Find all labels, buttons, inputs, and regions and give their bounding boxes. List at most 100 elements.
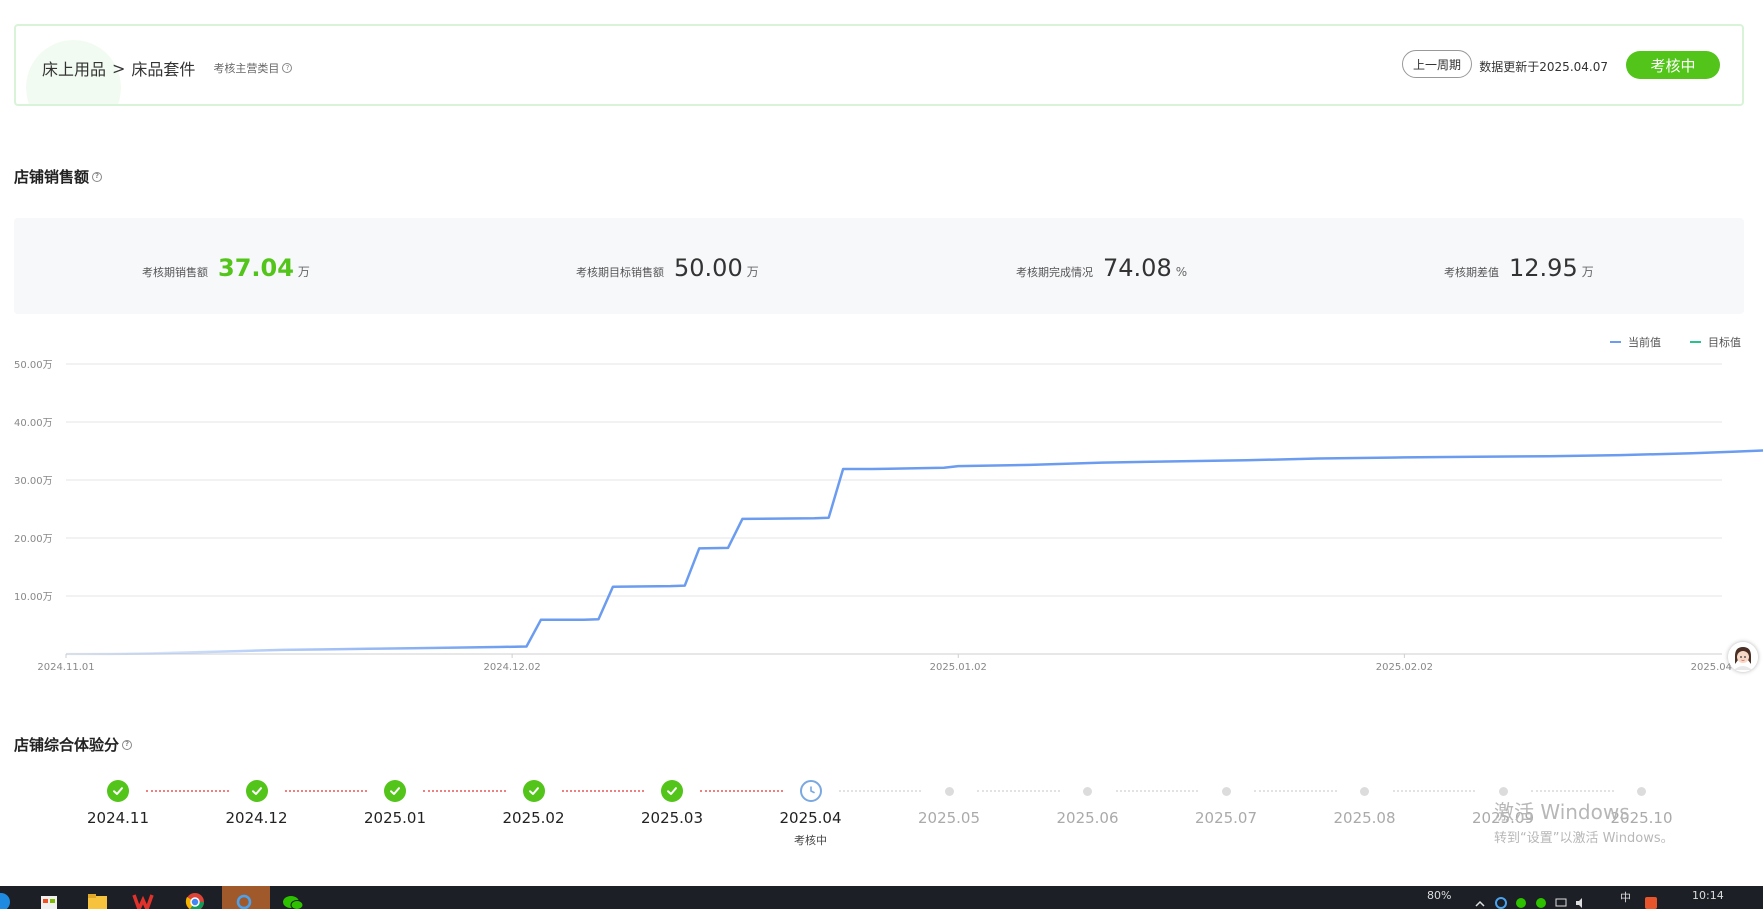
pending-dot-icon [1492, 780, 1514, 802]
stat-value: 12.95 [1509, 254, 1578, 282]
help-icon[interactable]: ? [282, 63, 293, 73]
store-icon[interactable] [38, 890, 60, 909]
help-icon[interactable]: ? [122, 739, 133, 750]
pending-dot-icon [1215, 780, 1237, 802]
wechat-icon[interactable] [282, 890, 304, 909]
sales-stats-panel: 考核期销售额 37.04 万 考核期目标销售额 50.00 万 考核期完成情况 … [14, 218, 1744, 314]
ime-indicator[interactable]: 中 [1620, 891, 1631, 904]
clock-icon [799, 780, 822, 802]
timeline-connector [977, 790, 1060, 792]
chart-x-axis: 2024.11.01 2024.12.02 2025.01.02 2025.02.02… [37, 654, 1732, 673]
y-tick-label: 40.00万 [14, 418, 53, 429]
series-current-line[interactable] [66, 439, 1763, 656]
legend-target-label[interactable]: 目标值 [1708, 335, 1741, 349]
timeline-connector [423, 790, 506, 792]
stat-value: 37.04 [218, 254, 294, 282]
x-tick-label: 2025.01.02 [930, 662, 987, 673]
pending-dot-icon [1077, 780, 1099, 802]
check-icon [384, 780, 406, 802]
timeline-node[interactable]: 2024.11 [58, 780, 178, 827]
wechat-tray-icon[interactable] [1515, 894, 1527, 908]
stat-completion: 考核期完成情况 74.08 % [1016, 254, 1187, 282]
timeline-node[interactable]: 2025.08 [1305, 780, 1425, 827]
timeline-node[interactable]: 2025.01 [335, 780, 455, 827]
timeline-month-label: 2025.07 [1194, 809, 1258, 827]
clock-time[interactable]: 10:14 [1692, 889, 1724, 902]
timeline-node[interactable]: 2025.05 [889, 780, 1009, 827]
stat-value: 74.08 [1103, 254, 1172, 282]
stat-label: 考核期目标销售额 [576, 266, 664, 279]
status-badge[interactable]: 考核中 [1626, 51, 1720, 79]
y-tick-label: 10.00万 [14, 592, 53, 603]
stat-label: 考核期销售额 [142, 266, 208, 279]
timeline-node[interactable]: 2025.07 [1166, 780, 1286, 827]
experience-section-title: 店铺综合体验分 ? [14, 734, 133, 755]
timeline-node[interactable]: 2024.12 [197, 780, 317, 827]
experience-timeline: 2024.11 2024.12 2025.01 2025.02 2025.03 2025.… [0, 780, 1763, 860]
timeline-connector [561, 790, 644, 792]
battery-percent[interactable]: 80% [1427, 889, 1452, 902]
wechat-tray-icon-2[interactable] [1535, 894, 1547, 908]
pending-dot-icon [938, 780, 960, 802]
timeline-month-label: 2024.12 [225, 809, 288, 827]
chevron-up-icon[interactable] [1474, 894, 1486, 907]
avatar-icon [1728, 642, 1758, 672]
stat-unit: % [1175, 265, 1188, 279]
legend-current-label[interactable]: 当前值 [1628, 335, 1661, 349]
timeline-node[interactable]: 2025.03 [612, 780, 732, 827]
breadcrumb-item-bedding[interactable]: 床上用品 [42, 60, 107, 79]
timeline-node[interactable]: 2025.09 [1443, 780, 1563, 827]
stat-label: 考核期完成情况 [1016, 266, 1093, 279]
windows-taskbar: 80% 中 10:14 [0, 886, 1763, 909]
timeline-month-label: 2025.09 [1471, 809, 1535, 827]
search-app-icon[interactable] [234, 890, 256, 909]
tray-app-icon[interactable] [1495, 894, 1507, 909]
main-category-label: 考核主营类目 [213, 62, 280, 75]
timeline-status-label: 考核中 [794, 834, 827, 847]
x-tick-label: 2024.12.02 [483, 662, 540, 673]
y-tick-label: 30.00万 [14, 476, 53, 487]
timeline-connector [1531, 790, 1614, 792]
stat-unit: 万 [1581, 265, 1594, 279]
timeline-connector [838, 790, 921, 792]
check-icon [245, 780, 268, 802]
stat-period-sales: 考核期销售额 37.04 万 [142, 254, 310, 282]
sales-section-title: 店铺销售额 ? [14, 166, 103, 187]
timeline-month-label: 2025.08 [1333, 809, 1396, 827]
timeline-node[interactable]: 2025.10 [1582, 780, 1702, 827]
stat-target-sales: 考核期目标销售额 50.00 万 [576, 254, 759, 282]
wps-icon[interactable] [132, 890, 154, 909]
timeline-month-label: 2025.10 [1610, 809, 1673, 827]
stat-unit: 万 [746, 265, 759, 279]
edge-icon[interactable] [0, 890, 12, 909]
check-icon [107, 780, 129, 802]
network-icon[interactable] [1555, 894, 1567, 907]
timeline-node[interactable]: 2025.06 [1028, 780, 1148, 827]
sales-line-chart[interactable]: 当前值 目标值 10.00万 20.00万 30.00万 40.00万 50.00万 2… [0, 326, 1763, 676]
help-icon[interactable]: ? [92, 171, 103, 182]
y-tick-label: 20.00万 [14, 534, 53, 545]
timeline-month-label: 2025.01 [363, 809, 427, 827]
customer-service-avatar[interactable] [1728, 642, 1758, 672]
timeline-node[interactable]: 2025.04 考核中 [751, 780, 871, 848]
file-explorer-icon[interactable] [86, 890, 108, 909]
pending-dot-icon [1631, 780, 1653, 802]
sogou-icon[interactable] [1645, 894, 1657, 909]
chrome-icon[interactable] [184, 890, 206, 909]
sales-title-text: 店铺销售额 [14, 168, 90, 186]
y-tick-label: 50.00万 [14, 360, 53, 371]
windows-activation-watermark: 激活 Windows 转到“设置”以激活 Windows。 [1494, 796, 1674, 846]
timeline-connector [284, 790, 367, 792]
timeline-node[interactable]: 2025.02 [474, 780, 594, 827]
breadcrumb-separator: > [112, 58, 126, 78]
stat-value: 50.00 [674, 254, 743, 282]
x-tick-label: 2024.11.01 [37, 662, 94, 673]
volume-icon[interactable] [1575, 894, 1587, 908]
timeline-connector [700, 790, 783, 792]
breadcrumb-item-bedding-set[interactable]: 床品套件 [131, 60, 196, 79]
chart-legend[interactable]: 当前值 目标值 [1610, 335, 1741, 349]
stat-difference: 考核期差值 12.95 万 [1444, 254, 1594, 282]
timeline-month-label: 2025.05 [917, 809, 981, 827]
timeline-month-label: 2025.03 [640, 809, 704, 827]
previous-period-button[interactable]: 上一周期 [1401, 50, 1472, 78]
